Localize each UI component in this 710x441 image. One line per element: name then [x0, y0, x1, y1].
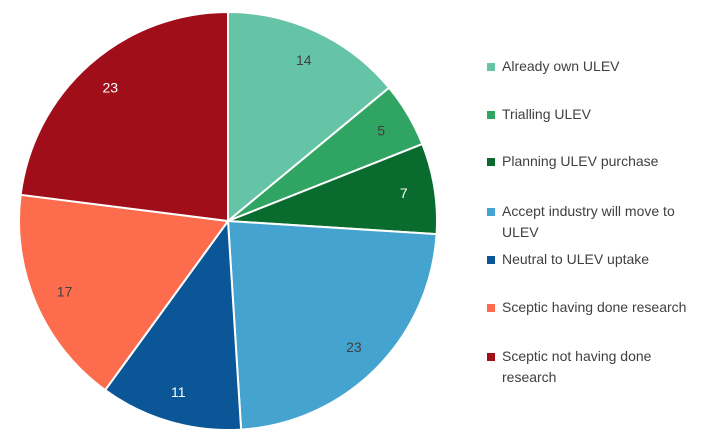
- legend-swatch: [487, 208, 495, 216]
- legend-item-trialling-ulev: Trialling ULEV: [487, 104, 709, 125]
- legend-item-sceptic-having-done-research: Sceptic having done research: [487, 297, 709, 318]
- legend-swatch: [487, 304, 495, 312]
- legend-item-accept-industry-will-move-to-ulev: Accept industry will move to ULEV: [487, 201, 709, 243]
- legend-item-already-own-ulev: Already own ULEV: [487, 56, 709, 77]
- legend-swatch: [487, 158, 495, 166]
- legend-label: Trialling ULEV: [502, 106, 591, 122]
- legend-swatch: [487, 256, 495, 264]
- legend-label: Sceptic having done research: [502, 299, 687, 315]
- data-label-trialling-ulev: 5: [377, 122, 385, 138]
- legend-label: Neutral to ULEV uptake: [502, 251, 650, 267]
- data-label-sceptic-not-having-done-research: 23: [103, 80, 119, 96]
- data-label-neutral-to-ulev-uptake: 11: [171, 384, 186, 400]
- data-label-planning-ulev-purchase: 7: [400, 185, 408, 201]
- legend-swatch: [487, 63, 495, 71]
- pie-slice-neutral-to-ulev-uptake: [104, 220, 243, 431]
- pie-slice-accept-industry-will-move-to-ulev: [227, 220, 438, 431]
- legend-item-sceptic-not-having-done-research: Sceptic not having done research: [487, 346, 709, 388]
- legend-label: Sceptic not having done research: [502, 348, 652, 385]
- pie-slice-already-own-ulev: [227, 11, 391, 222]
- legend-item-neutral-to-ulev-uptake: Neutral to ULEV uptake: [487, 249, 709, 270]
- legend-label: Accept industry will move to ULEV: [502, 203, 675, 240]
- data-label-accept-industry-will-move-to-ulev: 23: [346, 339, 362, 355]
- pie-slices: [18, 11, 438, 431]
- legend-item-planning-ulev-purchase: Planning ULEV purchase: [487, 151, 709, 172]
- pie-slice-sceptic-not-having-done-research: [19, 11, 229, 222]
- data-label-already-own-ulev: 14: [296, 52, 312, 68]
- pie-slice-labels: 14 5 7 23 11 17 23: [57, 52, 408, 400]
- pie-slice-sceptic-having-done-research: [18, 193, 229, 392]
- legend-label: Planning ULEV purchase: [502, 153, 659, 169]
- legend-swatch: [487, 353, 495, 361]
- legend-swatch: [487, 111, 495, 119]
- data-label-sceptic-having-done-research: 17: [57, 284, 73, 300]
- legend-label: Already own ULEV: [502, 58, 620, 74]
